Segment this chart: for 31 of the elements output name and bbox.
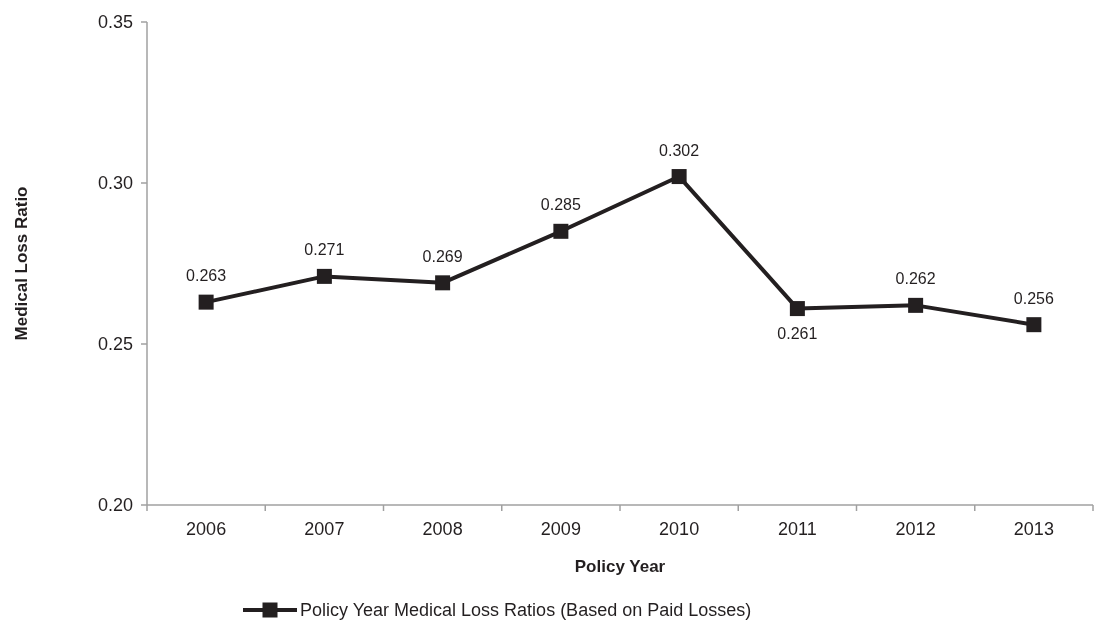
data-label: 0.269 [422,247,463,265]
y-tick-label: 0.35 [97,12,133,33]
point [671,169,687,185]
x-tick-label: 2010 [659,519,700,539]
y-tick-label: 0.30 [97,173,133,194]
point [198,294,214,310]
y-axis-title: Medical Loss Ratio [12,186,31,341]
x-tick-label: 2011 [778,519,817,539]
point [316,268,332,284]
x-tick-label: 2008 [422,519,463,539]
y-tick-label: 0.25 [97,334,133,355]
data-label: 0.261 [777,324,818,342]
y-tick-label: 0.20 [97,495,133,516]
x-tick-label: 2007 [304,519,345,539]
point [908,297,924,313]
x-tick-label: 2012 [895,519,936,539]
point [789,301,805,317]
data-label: 0.263 [186,267,227,285]
data-label: 0.256 [1013,289,1054,307]
x-tick-label: 2009 [540,519,581,539]
legend-label: Policy Year Medical Loss Ratios (Based on Paid Losses) [300,600,752,621]
data-label: 0.302 [659,141,700,159]
data-label: 0.271 [304,241,345,259]
x-tick-label: 2013 [1013,519,1054,539]
x-axis-title: Policy Year [574,557,666,576]
x-tick-label: 2006 [186,519,227,539]
data-label: 0.262 [895,270,936,288]
point [553,223,569,239]
point [435,275,451,291]
data-label: 0.285 [540,196,581,214]
point [1026,317,1042,333]
